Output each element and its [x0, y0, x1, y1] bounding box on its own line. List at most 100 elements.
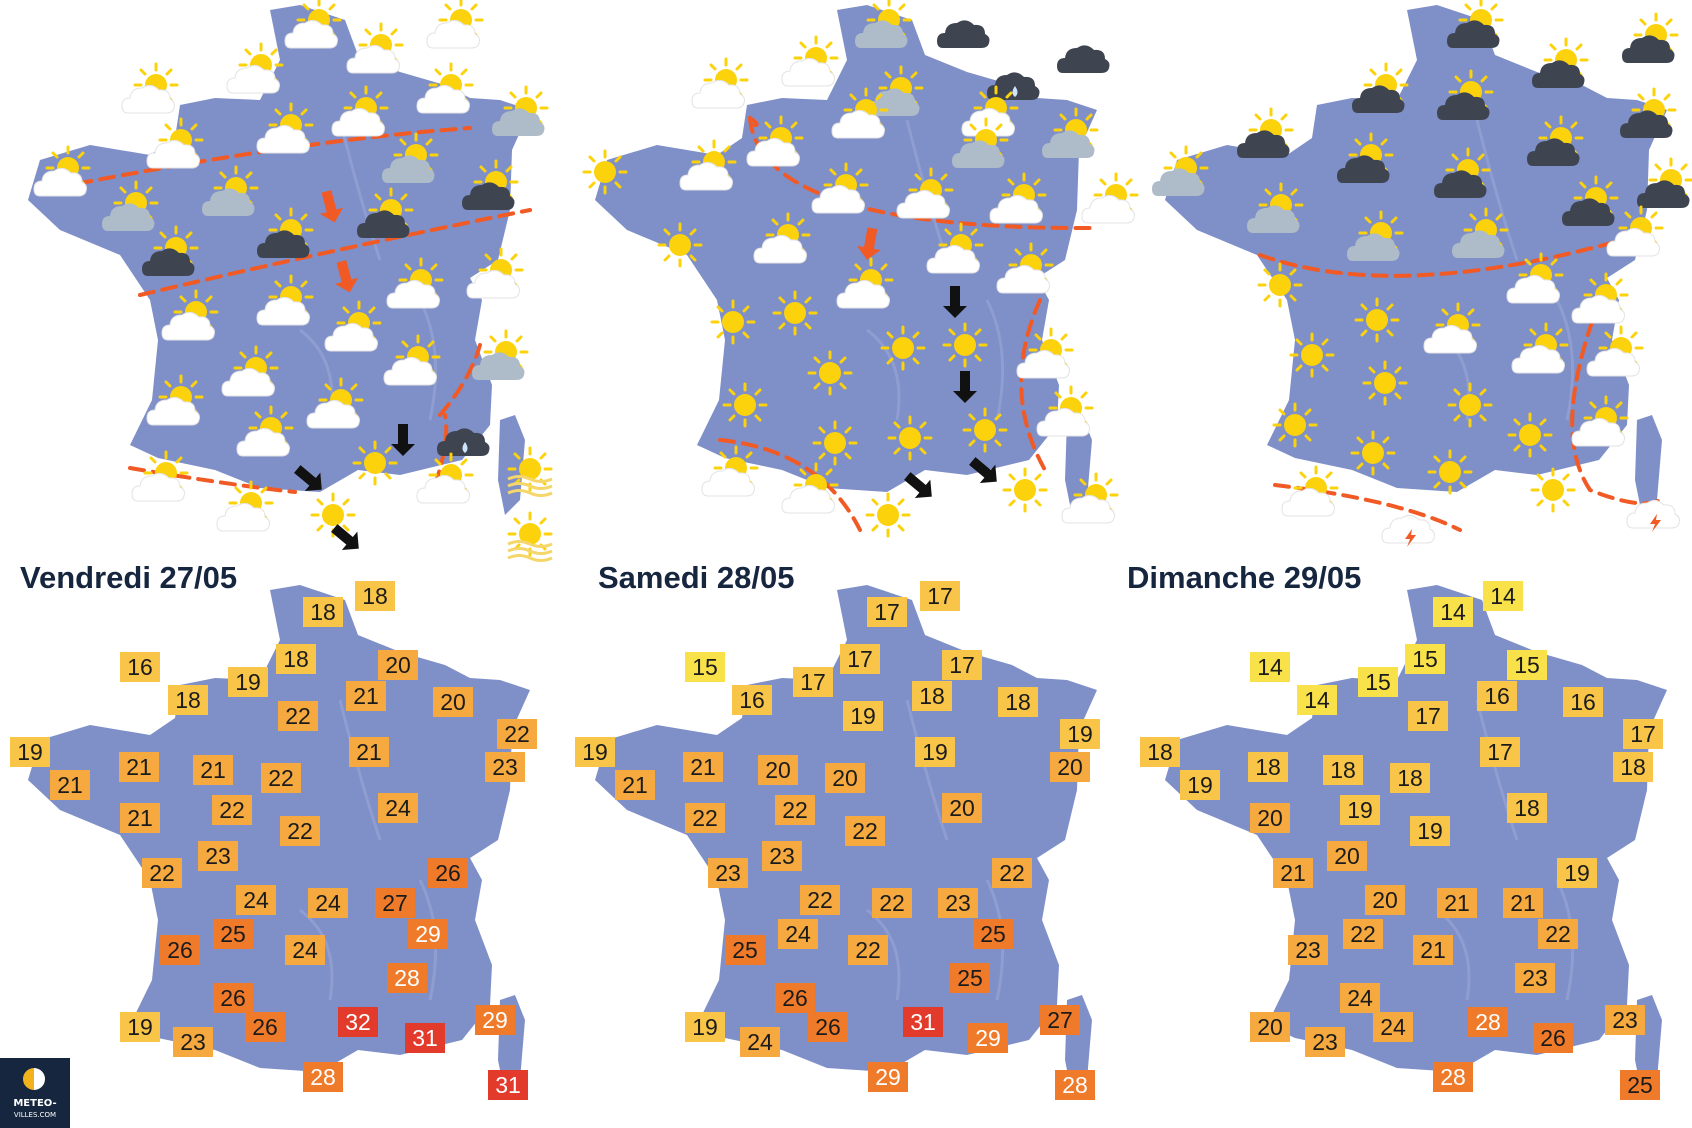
sun-icon	[1362, 360, 1408, 406]
sun-icon	[807, 350, 853, 396]
temperature-badge: 15	[1358, 667, 1398, 697]
temperature-badge: 27	[1040, 1005, 1080, 1035]
temperature-badge: 26	[808, 1012, 848, 1042]
front-line	[433, 413, 449, 487]
temperature-badge: 17	[920, 581, 960, 611]
sun-cloud-icon	[691, 57, 749, 109]
temperature-badge: 19	[120, 1012, 160, 1042]
temperature-badge: 18	[1140, 737, 1180, 767]
sun-icon	[722, 382, 768, 428]
temperature-badge: 22	[280, 816, 320, 846]
temperature-badge: 22	[845, 816, 885, 846]
temperature-badge: 23	[1305, 1027, 1345, 1057]
day-label-saturday: Samedi 28/05	[598, 560, 795, 595]
temperature-badge: 22	[872, 888, 912, 918]
temperature-badge: 21	[50, 770, 90, 800]
front-line	[1019, 298, 1047, 472]
temperature-badge: 21	[349, 737, 389, 767]
temperature-badge: 21	[615, 770, 655, 800]
temperature-badge: 21	[346, 681, 386, 711]
sun-icon	[657, 222, 703, 268]
temperature-badge: 22	[992, 858, 1032, 888]
temperature-badge: 24	[285, 935, 325, 965]
front-line	[748, 116, 759, 127]
temperature-badge: 24	[308, 888, 348, 918]
temperature-badge: 18	[1507, 793, 1547, 823]
sun-dark-cloud-icon	[1532, 37, 1589, 88]
sun-cloud-icon	[1081, 172, 1139, 224]
temperature-badge: 19	[1557, 858, 1597, 888]
temperature-badge: 20	[1327, 841, 1367, 871]
temperature-badge: 29	[408, 919, 448, 949]
temperature-badge: 22	[800, 885, 840, 915]
day-label-friday: Vendredi 27/05	[20, 560, 238, 595]
sun-cloud-icon	[426, 0, 484, 49]
temperature-badge: 23	[1515, 963, 1555, 993]
logo-text-line2: VILLES.COM	[13, 1111, 57, 1119]
temperature-badge: 19	[1180, 770, 1220, 800]
temperature-badge: 22	[212, 795, 252, 825]
sun-icon	[1272, 402, 1318, 448]
sun-icon	[582, 149, 628, 195]
sun-cloud-icon	[226, 42, 284, 94]
temperature-badge: 19	[915, 737, 955, 767]
temperature-badge: 22	[497, 719, 537, 749]
temperature-badge: 23	[762, 841, 802, 871]
temperature-badge: 22	[1538, 919, 1578, 949]
sun-icon	[887, 415, 933, 461]
front-line	[1273, 483, 1462, 532]
temperature-badge: 22	[775, 795, 815, 825]
weather-icons	[33, 0, 553, 562]
sun-icon	[1002, 467, 1048, 513]
temperature-badge: 23	[173, 1027, 213, 1057]
temperature-badge: 18	[1390, 763, 1430, 793]
sun-icon	[1257, 262, 1303, 308]
weather-icons	[1152, 0, 1692, 547]
temperature-badge: 25	[950, 963, 990, 993]
dark-cloud-icon	[1057, 45, 1110, 73]
temperature-badge: 18	[998, 687, 1038, 717]
sun-cloud-icon	[216, 480, 274, 532]
front-line	[438, 343, 482, 417]
temperature-badge: 20	[825, 763, 865, 793]
temperature-badge: 14	[1297, 685, 1337, 715]
temperature-badge: 14	[1433, 597, 1473, 627]
temperature-badge: 26	[428, 858, 468, 888]
temperature-badge: 23	[708, 858, 748, 888]
temperature-badge: 17	[1480, 737, 1520, 767]
temperature-badge: 26	[160, 935, 200, 965]
sun-icon	[710, 299, 756, 345]
temperature-badge: 26	[245, 1012, 285, 1042]
temperature-badge: 23	[1605, 1005, 1645, 1035]
temperature-badge: 20	[1250, 803, 1290, 833]
temperature-badge: 24	[236, 885, 276, 915]
sun-dark-cloud-icon	[1237, 107, 1294, 158]
temperature-badge: 19	[575, 737, 615, 767]
temperature-badge: 20	[1050, 752, 1090, 782]
temperature-badge: 20	[1365, 885, 1405, 915]
temperature-badge: 17	[942, 650, 982, 680]
weather-icons	[582, 0, 1139, 538]
temperature-badge: 21	[1413, 935, 1453, 965]
temperature-badge: 24	[378, 793, 418, 823]
temperature-badge: 29	[475, 1005, 515, 1035]
sun-icon	[1350, 430, 1396, 476]
temperature-badge: 32	[338, 1007, 378, 1037]
temperature-badge: 16	[732, 685, 772, 715]
fog-icon	[507, 511, 553, 562]
dark-cloud-icon	[937, 20, 990, 48]
temperature-badge: 16	[1477, 681, 1517, 711]
temperature-badge: 20	[433, 687, 473, 717]
temperature-badge: 25	[973, 919, 1013, 949]
temperature-badge: 28	[1433, 1062, 1473, 1092]
temperature-badge: 19	[843, 701, 883, 731]
temperature-badge: 19	[685, 1012, 725, 1042]
temperature-badge: 22	[848, 935, 888, 965]
temperature-badge: 21	[120, 803, 160, 833]
temperature-badge: 21	[1503, 888, 1543, 918]
sun-icon	[1427, 449, 1473, 495]
front-line	[138, 208, 532, 297]
temperature-badge: 18	[355, 581, 395, 611]
sun-icon	[1447, 382, 1493, 428]
temperature-badge: 18	[168, 685, 208, 715]
